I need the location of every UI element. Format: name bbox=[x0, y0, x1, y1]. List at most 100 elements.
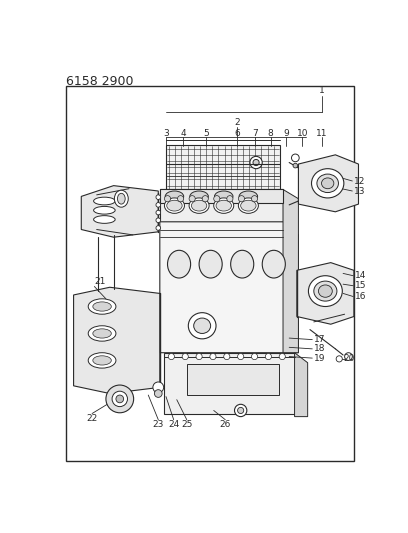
Text: 7: 7 bbox=[253, 129, 258, 138]
Ellipse shape bbox=[188, 313, 216, 339]
Circle shape bbox=[156, 195, 161, 199]
Circle shape bbox=[214, 196, 220, 202]
Ellipse shape bbox=[308, 276, 342, 306]
Ellipse shape bbox=[317, 174, 339, 192]
Text: 21: 21 bbox=[94, 277, 106, 286]
Ellipse shape bbox=[93, 329, 111, 338]
Circle shape bbox=[235, 405, 247, 417]
Circle shape bbox=[164, 196, 171, 202]
Circle shape bbox=[291, 154, 299, 161]
Text: 9: 9 bbox=[283, 129, 289, 138]
Circle shape bbox=[153, 382, 164, 393]
Text: 15: 15 bbox=[355, 281, 366, 290]
Text: 6158 2900: 6158 2900 bbox=[66, 75, 133, 88]
Circle shape bbox=[237, 353, 244, 360]
Circle shape bbox=[116, 395, 124, 403]
Circle shape bbox=[156, 203, 161, 207]
Text: 1: 1 bbox=[319, 86, 324, 95]
Ellipse shape bbox=[114, 190, 128, 207]
Ellipse shape bbox=[241, 200, 256, 211]
Ellipse shape bbox=[191, 200, 207, 211]
Circle shape bbox=[250, 156, 262, 168]
Ellipse shape bbox=[238, 198, 258, 213]
Text: 26: 26 bbox=[220, 420, 231, 429]
Circle shape bbox=[156, 225, 161, 230]
Text: 8: 8 bbox=[268, 129, 274, 138]
Circle shape bbox=[196, 353, 202, 360]
Ellipse shape bbox=[189, 198, 209, 213]
Ellipse shape bbox=[190, 191, 208, 202]
Polygon shape bbox=[81, 185, 158, 237]
Text: 20: 20 bbox=[343, 354, 355, 364]
Ellipse shape bbox=[194, 318, 211, 334]
Ellipse shape bbox=[312, 168, 344, 198]
Polygon shape bbox=[73, 287, 160, 393]
Circle shape bbox=[112, 391, 127, 407]
Text: 16: 16 bbox=[355, 292, 366, 301]
Ellipse shape bbox=[216, 200, 231, 211]
Ellipse shape bbox=[93, 197, 115, 205]
Circle shape bbox=[279, 353, 285, 360]
Circle shape bbox=[189, 196, 195, 202]
Text: 3: 3 bbox=[163, 129, 169, 138]
Ellipse shape bbox=[262, 251, 285, 278]
Text: 4: 4 bbox=[180, 129, 186, 138]
Polygon shape bbox=[298, 155, 359, 212]
Circle shape bbox=[265, 353, 271, 360]
Circle shape bbox=[345, 353, 353, 360]
Circle shape bbox=[156, 218, 161, 223]
Text: 14: 14 bbox=[355, 271, 366, 280]
Ellipse shape bbox=[239, 191, 257, 202]
Circle shape bbox=[182, 353, 188, 360]
Circle shape bbox=[224, 353, 230, 360]
Circle shape bbox=[336, 356, 342, 362]
Text: 24: 24 bbox=[168, 420, 179, 429]
Circle shape bbox=[155, 390, 162, 398]
Circle shape bbox=[227, 196, 233, 202]
Text: 6: 6 bbox=[234, 129, 239, 138]
Text: 2: 2 bbox=[234, 118, 239, 127]
Text: 17: 17 bbox=[314, 335, 325, 344]
Ellipse shape bbox=[88, 326, 116, 341]
Polygon shape bbox=[297, 263, 354, 324]
Text: 23: 23 bbox=[153, 420, 164, 429]
Ellipse shape bbox=[322, 178, 334, 189]
Circle shape bbox=[177, 196, 184, 202]
Ellipse shape bbox=[318, 285, 332, 297]
Text: 12: 12 bbox=[354, 176, 365, 185]
Text: 13: 13 bbox=[354, 187, 365, 196]
Circle shape bbox=[106, 385, 134, 413]
Circle shape bbox=[253, 159, 259, 166]
Circle shape bbox=[293, 163, 298, 168]
Ellipse shape bbox=[93, 302, 111, 311]
Ellipse shape bbox=[118, 193, 125, 204]
Text: 25: 25 bbox=[181, 420, 193, 429]
Ellipse shape bbox=[165, 191, 184, 202]
Ellipse shape bbox=[164, 198, 184, 213]
Polygon shape bbox=[295, 353, 308, 417]
Ellipse shape bbox=[93, 356, 111, 365]
Circle shape bbox=[156, 210, 161, 215]
Polygon shape bbox=[283, 189, 298, 353]
Ellipse shape bbox=[215, 191, 233, 202]
Bar bbox=[187, 364, 279, 395]
Ellipse shape bbox=[167, 200, 182, 211]
Polygon shape bbox=[160, 189, 283, 222]
Text: 5: 5 bbox=[203, 129, 209, 138]
Text: 19: 19 bbox=[314, 353, 325, 362]
Ellipse shape bbox=[88, 299, 116, 314]
Ellipse shape bbox=[199, 251, 222, 278]
Circle shape bbox=[168, 353, 175, 360]
Polygon shape bbox=[164, 353, 295, 414]
Bar bbox=[166, 145, 280, 189]
Ellipse shape bbox=[168, 251, 191, 278]
Circle shape bbox=[238, 196, 244, 202]
Ellipse shape bbox=[93, 206, 115, 214]
Ellipse shape bbox=[214, 198, 234, 213]
Text: 22: 22 bbox=[86, 414, 98, 423]
Circle shape bbox=[251, 196, 257, 202]
Circle shape bbox=[202, 196, 208, 202]
Ellipse shape bbox=[314, 281, 337, 301]
Polygon shape bbox=[160, 222, 298, 353]
Text: 11: 11 bbox=[316, 129, 327, 138]
